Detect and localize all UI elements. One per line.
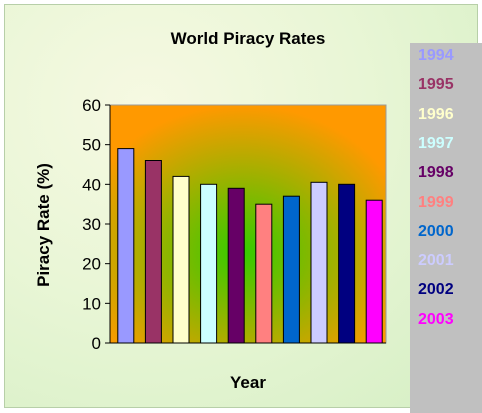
bar-2003	[365, 199, 383, 344]
bar-2002	[338, 183, 356, 344]
x-axis-label: Year	[230, 373, 266, 392]
legend-item-1995: 1995	[418, 76, 454, 94]
legend: 1994 1995 1996 1997 1998 1999 2000 2001 2002 2003	[410, 43, 482, 413]
bar-1995	[144, 160, 162, 344]
bar-1997	[200, 183, 218, 344]
y-tick-label: 20	[82, 255, 101, 274]
bar-1999	[255, 203, 273, 344]
legend-item-2000: 2000	[418, 222, 454, 240]
legend-item-1999: 1999	[418, 193, 454, 211]
legend-item-2002: 2002	[418, 281, 454, 299]
chart-title: World Piracy Rates	[171, 29, 326, 48]
legend-item-2001: 2001	[418, 252, 454, 270]
y-tick-label: 60	[82, 96, 101, 115]
y-tick-label: 30	[82, 215, 101, 234]
y-axis-ticks: 0 10 20 30 40 50 60	[82, 96, 110, 353]
legend-item-1997: 1997	[418, 134, 454, 152]
y-tick-label: 40	[82, 175, 101, 194]
y-tick-label: 10	[82, 294, 101, 313]
y-tick-label: 0	[92, 334, 101, 353]
legend-item-1998: 1998	[418, 164, 454, 182]
bar-1994	[117, 148, 135, 344]
bar-2000	[282, 195, 300, 344]
y-tick-label: 50	[82, 136, 101, 155]
bar-1996	[172, 175, 190, 344]
legend-item-1994: 1994	[418, 47, 454, 64]
bar-2001	[310, 181, 328, 344]
legend-item-1996: 1996	[418, 105, 454, 123]
bars-group	[117, 148, 383, 344]
legend-item-2003: 2003	[418, 310, 454, 328]
bar-1998	[227, 187, 245, 344]
y-axis-label: Piracy Rate (%)	[34, 163, 53, 287]
